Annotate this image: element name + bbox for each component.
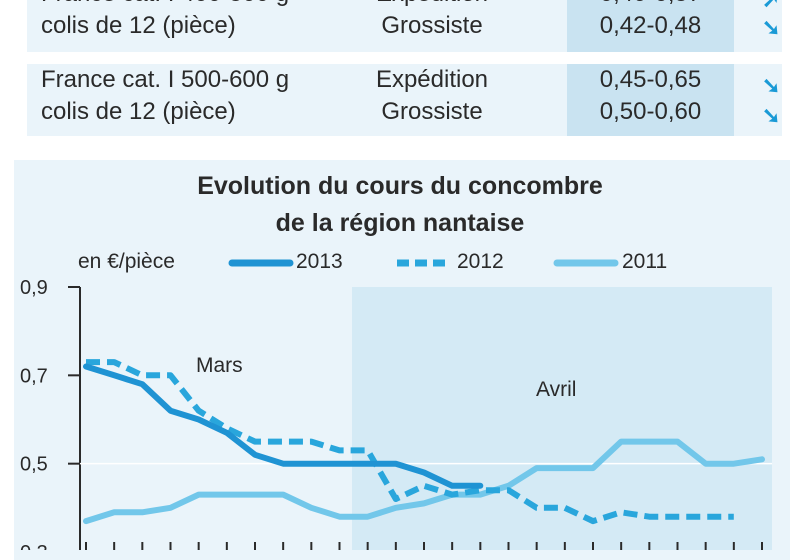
stage-label: Expédition <box>362 0 502 10</box>
product-line: France cat. I 400-500 g <box>41 0 289 10</box>
arrow-down-right-icon: ➘ <box>762 103 781 128</box>
chart-subtitle: de la région nantaise <box>275 209 525 237</box>
chart-title: Evolution du cours du concombre <box>197 172 603 200</box>
stage-label: Expédition <box>375 66 489 93</box>
product-line: France cat. I 500-600 g <box>41 66 290 93</box>
arrow-up-right-icon: ➚ <box>762 0 780 11</box>
price-range: 0,45-0,65 <box>599 66 702 93</box>
stage-label: Grossiste <box>381 98 483 125</box>
price-range: 0,50-0,60 <box>599 98 702 125</box>
product-line: colis de 12 (pièce) <box>41 98 236 125</box>
legend-label-2011: 2011 <box>622 250 668 273</box>
y-unit-label: en €/pièce <box>78 250 175 273</box>
price-range: 0,40-0,57 <box>567 0 734 10</box>
product-line: colis de 12 (pièce) <box>41 12 236 39</box>
legend-label-2013: 2013 <box>296 250 343 273</box>
stage-label: Grossiste <box>381 12 483 39</box>
arrow-down-right-icon: ➘ <box>762 15 781 40</box>
price-column-band <box>567 0 734 136</box>
price-table: France cat. I 400-500 g colis de 12 (piè… <box>27 0 782 136</box>
month-label-mars: Mars <box>196 354 243 377</box>
legend-label-2012: 2012 <box>457 250 504 273</box>
april-period-band <box>352 287 772 550</box>
series-line-2012 <box>86 359 734 525</box>
series-line-2011 <box>83 438 765 525</box>
table-row: France cat. I 400-500 g colis de 12 (piè… <box>27 0 782 42</box>
arrow-down-right-icon: ➘ <box>762 73 781 98</box>
y-tick-label: 0,3 <box>20 542 48 550</box>
series-line-2013 <box>83 363 484 489</box>
y-tick-label: 0,9 <box>20 277 48 299</box>
table-row: France cat. I 500-600 g colis de 12 (piè… <box>27 64 782 127</box>
month-label-avril: Avril <box>536 378 576 401</box>
y-tick-label: 0,7 <box>20 365 48 387</box>
price-range: 0,42-0,48 <box>599 12 702 39</box>
row-separator <box>27 52 782 64</box>
y-tick-label: 0,5 <box>20 454 48 476</box>
